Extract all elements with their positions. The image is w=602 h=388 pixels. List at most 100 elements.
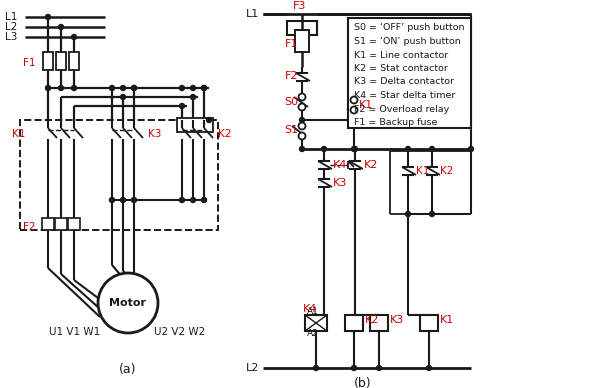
Circle shape (179, 104, 184, 109)
Circle shape (214, 114, 219, 118)
Circle shape (52, 97, 58, 102)
Text: L3: L3 (3, 39, 14, 49)
Circle shape (52, 88, 57, 92)
Circle shape (116, 197, 120, 203)
Bar (20, 120, 218, 230)
Circle shape (200, 106, 205, 111)
Text: L2: L2 (246, 363, 259, 373)
Bar (43, 52, 53, 70)
Text: F1: F1 (284, 38, 296, 48)
Circle shape (141, 97, 146, 102)
Text: Motor: Motor (110, 298, 146, 308)
Text: L3: L3 (5, 32, 17, 42)
Text: L3: L3 (3, 38, 16, 48)
Text: F2 = Overload relay: F2 = Overload relay (354, 104, 449, 114)
Circle shape (305, 116, 311, 121)
Text: A2: A2 (307, 329, 318, 338)
Bar (50, 215, 60, 227)
Bar (305, 315, 327, 331)
Circle shape (300, 147, 305, 151)
Circle shape (327, 146, 332, 151)
Circle shape (305, 146, 311, 151)
Text: L1: L1 (5, 12, 17, 22)
Circle shape (305, 130, 311, 137)
Text: K3 = Delta contactor: K3 = Delta contactor (354, 78, 454, 87)
Text: (b): (b) (354, 376, 372, 388)
Text: S1 = ‘ON’ push button: S1 = ‘ON’ push button (354, 37, 461, 46)
Text: F2: F2 (284, 73, 296, 83)
Circle shape (202, 85, 206, 90)
Text: K4: K4 (303, 304, 317, 314)
Circle shape (128, 97, 134, 102)
Text: L1: L1 (244, 11, 257, 21)
Circle shape (376, 365, 382, 371)
Circle shape (202, 85, 206, 90)
Circle shape (72, 85, 76, 90)
Text: (a): (a) (119, 364, 137, 376)
Circle shape (82, 40, 87, 45)
Bar (345, 315, 363, 331)
Circle shape (46, 14, 51, 19)
Circle shape (131, 85, 137, 90)
Bar (42, 218, 54, 230)
Circle shape (141, 211, 146, 215)
Circle shape (321, 147, 326, 151)
Text: U1 V1 W1: U1 V1 W1 (49, 327, 101, 337)
Circle shape (25, 88, 31, 92)
Text: K3: K3 (148, 129, 161, 139)
Circle shape (406, 211, 411, 217)
Text: K1: K1 (374, 105, 387, 115)
Circle shape (120, 85, 125, 90)
Text: S0: S0 (283, 95, 296, 105)
Bar (80, 215, 90, 227)
Circle shape (58, 24, 63, 29)
Text: S1: S1 (283, 123, 296, 133)
Circle shape (187, 114, 193, 118)
Circle shape (179, 85, 184, 90)
Circle shape (179, 197, 184, 203)
Text: S0 = ‘OFF’ push button: S0 = ‘OFF’ push button (354, 24, 465, 33)
Text: K4 = Star delta timer: K4 = Star delta timer (354, 91, 455, 100)
Circle shape (187, 114, 193, 118)
Text: K2: K2 (364, 160, 379, 170)
Text: L2: L2 (3, 27, 16, 37)
Circle shape (110, 85, 114, 90)
Circle shape (120, 197, 125, 203)
Text: F1: F1 (285, 39, 298, 49)
Text: F1: F1 (17, 67, 29, 77)
Circle shape (450, 146, 455, 151)
Circle shape (98, 273, 158, 333)
Text: L2: L2 (244, 363, 257, 373)
Circle shape (52, 17, 58, 23)
Circle shape (67, 28, 72, 33)
Text: K3: K3 (149, 147, 162, 158)
Circle shape (190, 95, 196, 99)
Bar (186, 130, 225, 140)
Circle shape (305, 92, 311, 99)
Text: L1: L1 (246, 9, 259, 19)
Circle shape (72, 35, 76, 40)
Text: F2: F2 (22, 222, 35, 232)
Circle shape (300, 118, 305, 123)
Text: K3: K3 (340, 176, 353, 186)
Bar (295, 30, 309, 52)
Bar (287, 21, 317, 35)
Circle shape (52, 42, 57, 47)
Text: L1: L1 (3, 16, 16, 26)
Bar (65, 215, 75, 227)
Text: K3: K3 (333, 178, 347, 188)
Circle shape (352, 365, 356, 371)
Bar (24, 62, 32, 78)
Circle shape (39, 31, 43, 35)
Circle shape (305, 102, 311, 109)
Text: Motor: Motor (114, 295, 152, 305)
Bar (370, 315, 388, 331)
Bar (69, 52, 79, 70)
Circle shape (468, 147, 474, 151)
Text: A1: A1 (307, 308, 319, 317)
Text: U2 V2 W2: U2 V2 W2 (154, 327, 206, 337)
Text: U1 V1 W1: U1 V1 W1 (52, 323, 104, 333)
Text: K2 = Stat contactor: K2 = Stat contactor (354, 64, 448, 73)
Circle shape (101, 268, 165, 332)
Text: L2: L2 (3, 28, 15, 38)
